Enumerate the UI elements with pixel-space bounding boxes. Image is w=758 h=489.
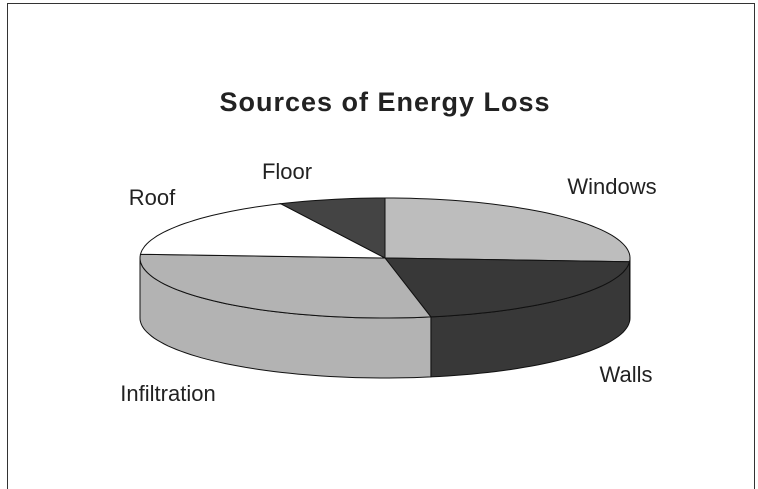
slice-label: Infiltration xyxy=(120,381,215,406)
labels: Windows Walls Infiltration Roof Floor xyxy=(120,159,656,406)
slice-label: Windows xyxy=(567,174,656,199)
slice xyxy=(383,257,631,318)
slice xyxy=(384,197,631,263)
slice xyxy=(139,253,432,319)
slice-label: Floor xyxy=(262,159,312,184)
pie xyxy=(139,197,631,379)
frame xyxy=(7,3,755,489)
slice-label: Walls xyxy=(600,362,653,387)
slice-label: Roof xyxy=(129,185,176,210)
chart-title: Sources of Energy Loss xyxy=(219,87,550,117)
slice xyxy=(278,197,386,259)
slice xyxy=(139,203,386,259)
